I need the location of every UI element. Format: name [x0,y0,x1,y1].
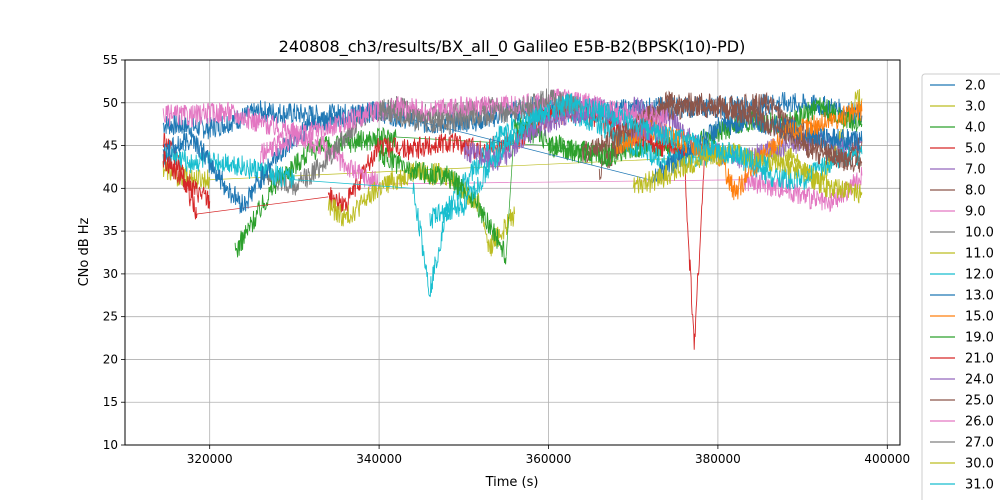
plot-frame [124,59,901,446]
legend-label: 21.0 [965,352,994,367]
y-tick-label: 25 [103,310,118,324]
legend-items: 2.0 3.0 4.0 5.0 7.0 8.0 9.0 10.0 11.0 12.0 13.0 15.… [930,79,994,493]
series-line-9-0 [742,166,863,213]
legend: 2.0 3.0 4.0 5.0 7.0 8.0 9.0 10.0 11.0 12.0 13.0 15.… [921,73,1000,500]
legend-label: 2.0 [965,79,986,94]
legend-label: 3.0 [965,100,986,115]
series-line-12-0 [162,144,295,189]
series-layer [162,88,863,350]
x-tick-label: 320000 [187,452,233,466]
y-tick-label: 50 [103,96,118,110]
y-tick-label: 35 [103,224,118,238]
legend-label: 26.0 [965,415,994,430]
legend-label: 7.0 [965,163,986,178]
legend-label: 15.0 [965,310,994,325]
y-tick-label: 55 [103,53,118,67]
legend-box [921,73,1000,500]
series-connector [294,179,414,189]
series-line-9-0 [162,101,380,192]
series-connector [396,136,549,146]
series-line-11-0 [327,161,516,257]
x-tick-label: 360000 [526,452,572,466]
series-line-25-0 [581,95,863,173]
legend-label: 13.0 [965,289,994,304]
series-line-4-0 [234,126,397,258]
y-tick-label: 45 [103,139,118,153]
legend-label: 31.0 [965,478,994,493]
series-line-3-0 [162,161,211,190]
legend-label: 9.0 [965,205,986,220]
y-tick-label: 10 [103,438,118,452]
y-tick-label: 15 [103,395,118,409]
legend-label: 11.0 [965,247,994,262]
legend-label: 10.0 [965,226,994,241]
x-tick-label: 400000 [864,452,910,466]
legend-label: 24.0 [965,373,994,388]
series-connector [196,196,329,215]
x-axis-label: Time (s) [485,475,539,490]
chart-title: 240808_ch3/results/BX_all_0 Galileo E5B-… [279,37,746,57]
y-tick-label: 30 [103,267,118,281]
legend-label: 4.0 [965,121,986,136]
series-line-31-0 [429,93,769,229]
series-line-21-0 [162,150,211,209]
legend-label: 25.0 [965,394,994,409]
series-line-12-0 [412,101,863,298]
legend-label: 5.0 [965,142,986,157]
y-tick-label: 20 [103,352,118,366]
series-line-19-0 [514,117,617,167]
legend-label: 19.0 [965,331,994,346]
y-axis-ticks: 10 15 20 25 30 35 40 45 50 55 [103,53,125,452]
y-axis-label: CNo dB Hz [77,217,92,286]
x-tick-label: 380000 [695,452,741,466]
series-line-13-0 [162,101,380,215]
series-line-19-0 [378,143,507,265]
x-tick-label: 340000 [356,452,402,466]
series-connector [379,179,744,185]
legend-label: 12.0 [965,268,994,283]
y-tick-label: 40 [103,181,118,195]
series-line-27-0 [378,88,583,136]
legend-label: 30.0 [965,457,994,472]
legend-label: 27.0 [965,436,994,451]
x-axis-ticks: 320000 340000 360000 380000 400000 [187,445,910,466]
legend-label: 8.0 [965,184,986,199]
